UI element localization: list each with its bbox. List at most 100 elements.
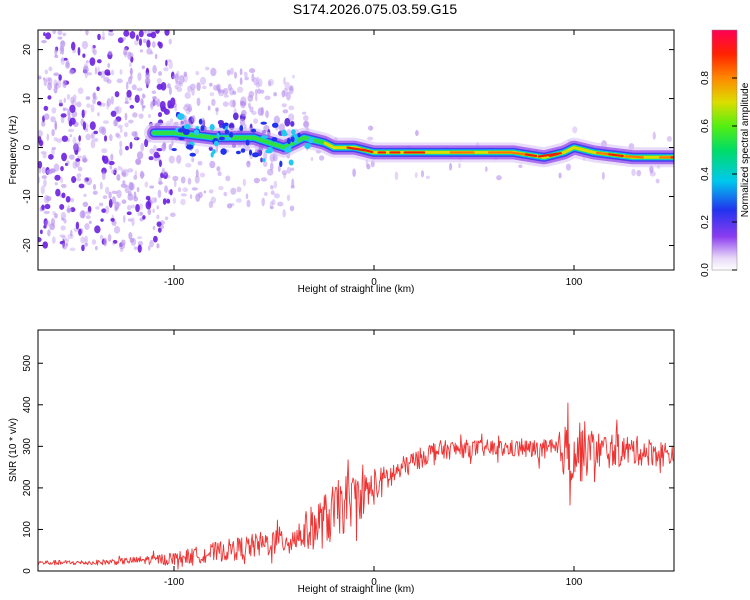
spectrogram-speckle (38, 237, 42, 243)
spectrogram-speckle (135, 158, 142, 166)
spectrogram-speckle (218, 88, 221, 94)
spectrogram-speckle (425, 175, 430, 180)
spectrogram-blob (213, 140, 219, 147)
spectrogram-speckle (273, 193, 280, 199)
spectrogram-speckle (631, 168, 636, 177)
spectrogram-speckle (72, 15, 78, 24)
spectrogram-blob (251, 152, 260, 158)
spectrogram-speckle (42, 14, 46, 19)
spectrogram-speckle (47, 229, 51, 237)
spectrogram-speckle (134, 130, 138, 140)
spectrogram-speckle (114, 14, 119, 21)
spectrogram-speckle (94, 137, 99, 142)
spectrogram-speckle (84, 177, 89, 182)
snr-marks (38, 402, 674, 570)
spectrogram-speckle (103, 237, 108, 247)
spectrogram-frame (37, 29, 675, 271)
spectrogram-peak (361, 148, 374, 154)
spectrogram-speckle (187, 106, 193, 112)
spectrogram-speckle (187, 177, 192, 185)
spectrogram-speckle (485, 166, 488, 172)
spectrogram-blob (239, 125, 244, 132)
spectrogram-speckle (78, 228, 82, 236)
colorbar-tick-label: 0.4 (700, 167, 711, 181)
spectrogram-speckle (191, 88, 195, 96)
spectrogram-blob (245, 139, 250, 146)
spectrogram-speckle (270, 162, 274, 171)
spectrogram-speckle (66, 208, 73, 212)
spectrogram-blob (262, 158, 266, 163)
spectrogram-speckle (156, 148, 163, 152)
spectrogram-speckle (218, 122, 224, 129)
spectrogram-speckle (166, 174, 171, 179)
spectrogram-speckle (108, 191, 112, 200)
spectrogram-speckle (85, 215, 91, 220)
spectrogram-speckle (47, 30, 50, 31)
spectrogram-speckle (152, 65, 157, 74)
spectrogram-blob (220, 148, 227, 155)
spectrogram-speckle (137, 72, 142, 81)
spectrogram-speckle (264, 95, 271, 101)
colorbar-tick-label: 0.8 (700, 71, 711, 85)
spectrogram-speckle (177, 187, 182, 193)
spectrogram-speckle (92, 48, 97, 56)
spectrogram-speckle (129, 237, 135, 243)
spectrogram-speckle (61, 217, 65, 221)
spectrogram-speckle (67, 25, 72, 29)
spectrogram-speckle (245, 193, 249, 200)
spectrogram-speckle (67, 233, 74, 240)
spectrogram-blob (224, 129, 230, 135)
spectrogram-speckle (168, 38, 172, 45)
spectrogram-speckle (127, 21, 132, 29)
spectrogram-speckle (281, 169, 288, 176)
spectrogram-speckle (40, 185, 45, 195)
spectrogram-speckle (289, 205, 295, 212)
spectrogram-speckle (173, 179, 177, 188)
spectrogram-speckle (165, 59, 168, 67)
spectrogram-speckle (161, 167, 165, 174)
spectrogram-speckle (302, 111, 307, 115)
spectrogram-speckle (45, 32, 52, 40)
spectrogram-speckle (236, 186, 242, 193)
spectrogram-speckle (114, 201, 120, 210)
spectrogram-speckle (128, 97, 132, 101)
spectrogram-speckle (123, 47, 128, 56)
spectrogram-speckle (119, 69, 123, 75)
spectrogram-speckle (281, 103, 287, 108)
spectrogram-speckle (120, 167, 124, 175)
spectrogram-speckle (84, 242, 89, 247)
snr-ytick-label: 100 (22, 521, 33, 538)
spectrogram-speckle (146, 47, 152, 55)
spectrogram-speckle (114, 17, 118, 22)
spectrogram-speckle (122, 36, 127, 41)
spectrogram-speckle (303, 120, 310, 129)
spectrogram-speckle (128, 119, 134, 124)
spectrogram-speckle (110, 69, 115, 76)
spectrogram-speckle (310, 157, 314, 161)
spectrogram-speckle (163, 67, 169, 72)
spectrogram-speckle (75, 221, 80, 230)
spectrogram-speckle (125, 145, 129, 151)
spectrogram-speckle (226, 69, 231, 76)
spectrogram-speckle (174, 106, 178, 112)
spectrogram-speckle (246, 199, 251, 208)
spectrogram-speckle (84, 235, 88, 245)
spectrogram-speckle (51, 148, 55, 156)
spectrogram-speckle (137, 244, 142, 253)
spectrogram-speckle (72, 136, 77, 145)
spectrogram-speckle (43, 178, 47, 188)
spectrogram-speckle (267, 78, 275, 86)
spectrogram-speckle (69, 247, 76, 252)
spectrogram-speckle (135, 203, 140, 213)
spectrogram-xtick-label: -100 (164, 277, 184, 288)
spectrogram-speckle (207, 105, 211, 111)
spectrogram-speckle (96, 101, 102, 106)
spectrogram-speckle (116, 14, 120, 20)
spectrogram-speckle (55, 82, 59, 86)
spectrogram-speckle (160, 106, 167, 112)
spectrogram-blob (248, 149, 253, 156)
spectrogram-speckle (51, 30, 54, 31)
spectrogram-speckle (652, 131, 656, 140)
snr-xtick-label: 0 (371, 577, 377, 588)
